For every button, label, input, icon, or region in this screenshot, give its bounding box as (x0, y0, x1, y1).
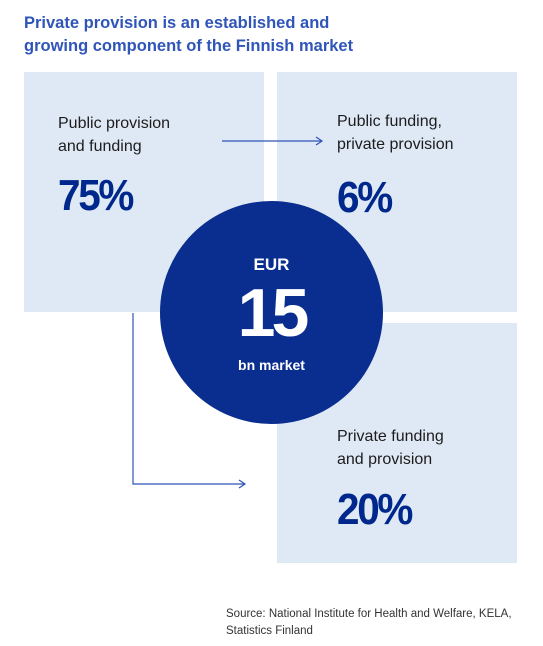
chart-title: Private provision is an established and … (24, 14, 354, 55)
public-to-private-arrow (132, 313, 247, 489)
source-note: Source: National Institute for Health an… (226, 608, 512, 637)
public-to-mixed-arrow (222, 136, 324, 146)
private-funding-share: 20% (337, 485, 413, 534)
market-value: 15 (237, 275, 310, 351)
public-provision-share: 75% (58, 171, 134, 220)
private-funding-label: Private funding and provision (337, 428, 444, 468)
public-funding-private-provision-share: 6% (337, 173, 393, 222)
public-funding-private-provision-label: Public funding, private provision (337, 113, 454, 153)
market-unit: bn market (238, 357, 305, 373)
market-currency: EUR (253, 255, 290, 274)
market-size-circle: EUR 15 bn market (160, 201, 383, 424)
public-provision-label: Public provision and funding (58, 115, 171, 155)
